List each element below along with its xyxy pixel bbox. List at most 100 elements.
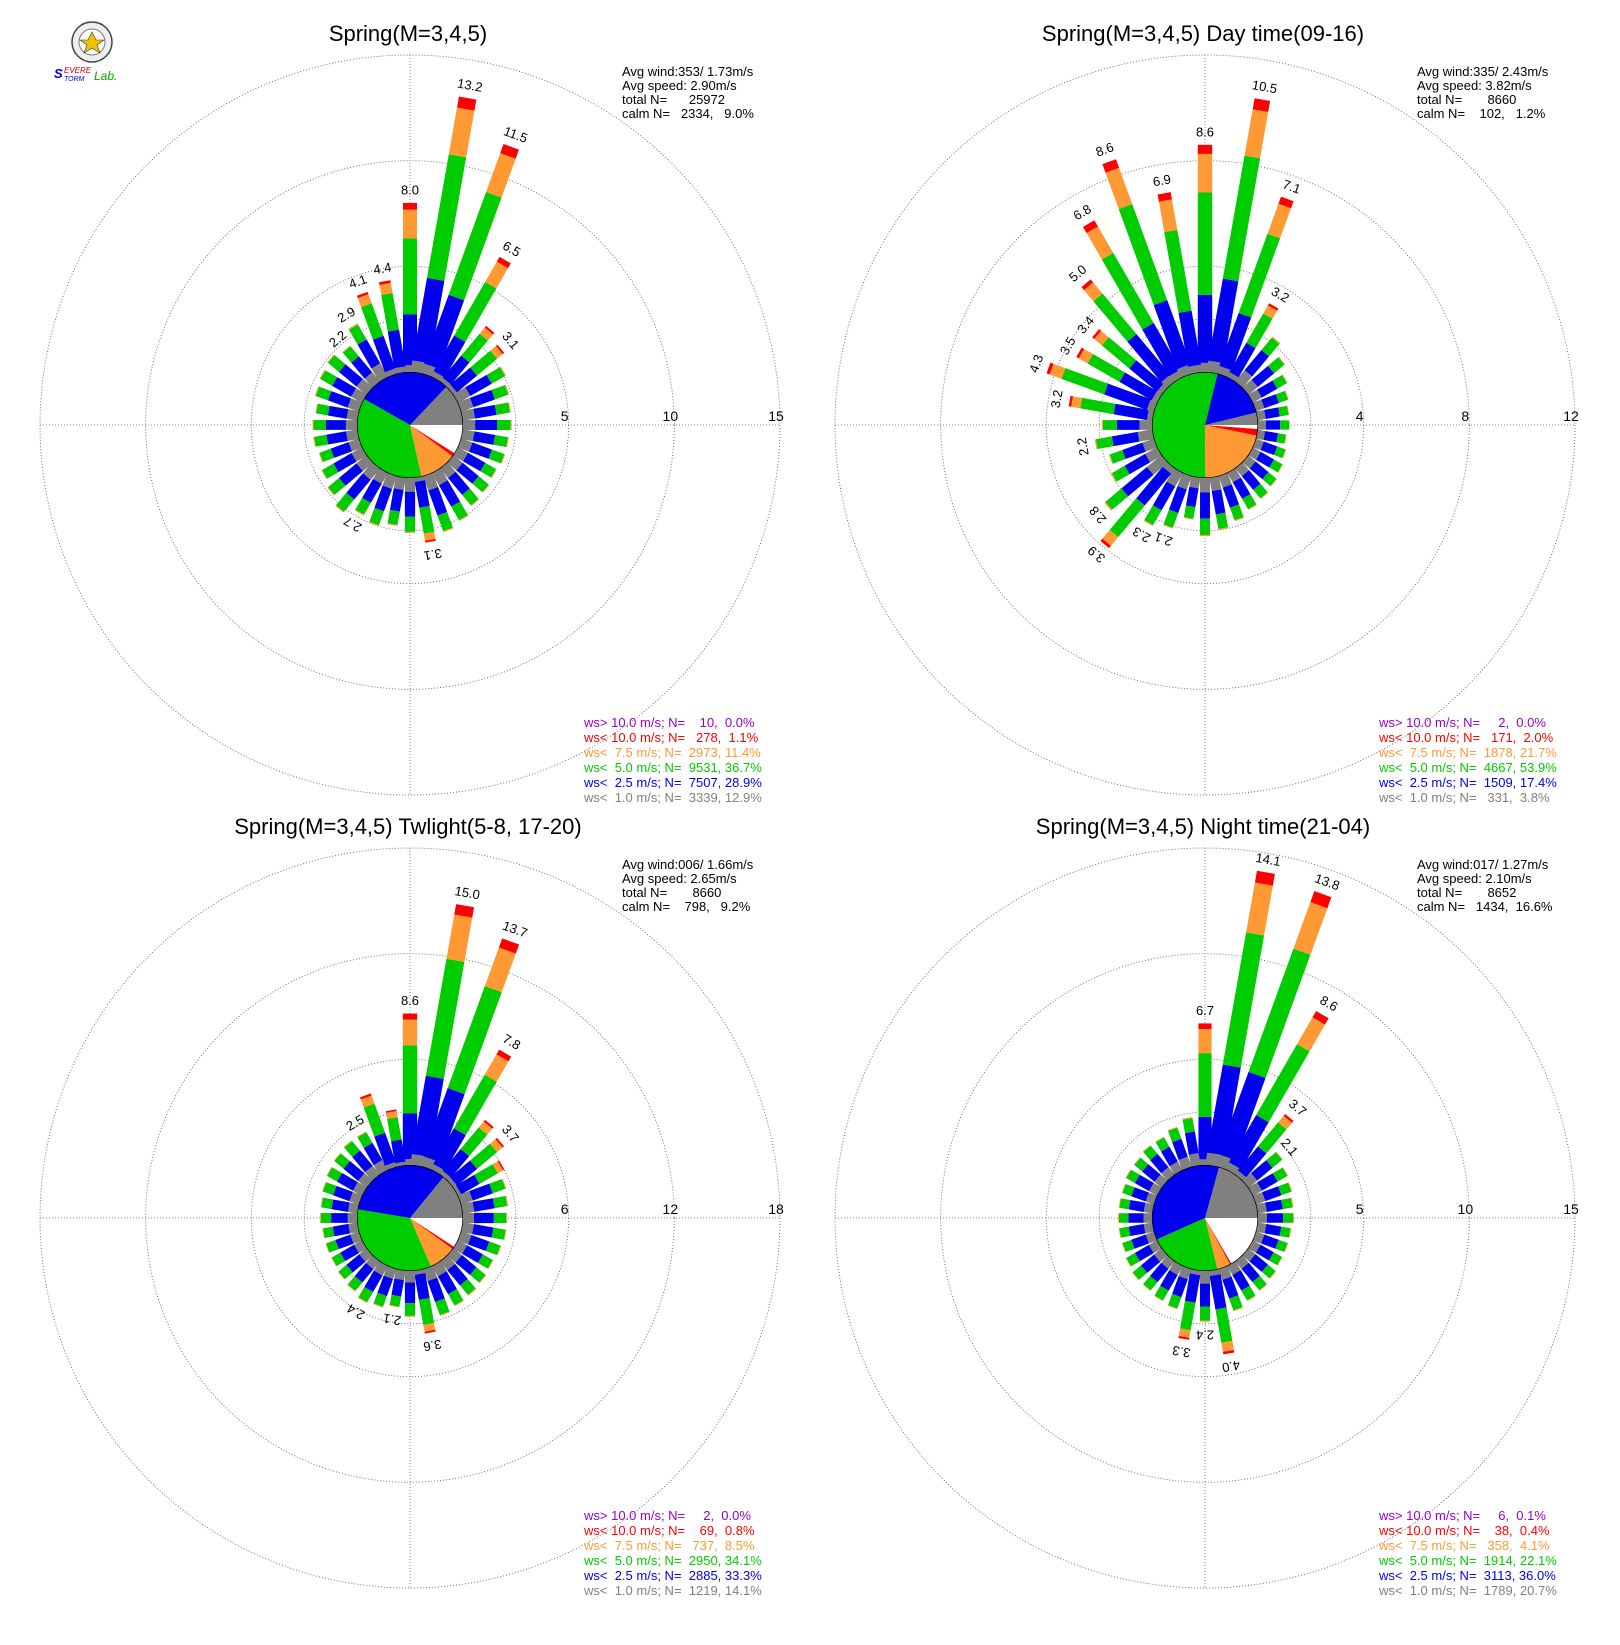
bar-segment-260-lt25 [326,431,348,445]
legend-lt50: ws< 5.0 m/s; N= 9531, 36.7% [583,760,762,775]
bar-segment-300-lt75 [1078,348,1093,364]
bar-segment-120-lt10ms [1248,447,1261,460]
bar-segment-0-lt25 [403,314,417,366]
bar-segment-130-lt50 [1261,1264,1276,1279]
bar-segment-200-lt75 [373,1303,383,1308]
bar-label-30: 7.8 [500,1031,523,1053]
bar-segment-300-lt25 [1119,372,1158,401]
svg-text:TORM: TORM [64,76,85,83]
bar-segment-80-lt50 [1281,1197,1293,1210]
bar-segment-10-lt25 [412,277,445,364]
calm-pie-lt1 [410,1176,463,1218]
bar-segment-290-lt75 [314,386,320,396]
bar-segment-0-lt50 [1197,192,1213,295]
bar-segment-80-lt75 [1291,1197,1294,1208]
bar-segment-200-lt10ms [1177,473,1192,490]
bar-label-10: 13.2 [456,76,484,95]
bar-segment-140-lt50 [462,488,479,506]
bar-segment-210-lt75 [1143,519,1154,527]
bar-segment-110-lt10ms [1253,438,1264,451]
calm-pie-calm [1205,425,1258,429]
bar-label-50: 3.1 [499,329,522,352]
ring-tick-label: 5 [561,408,569,424]
bar-segment-260-lt75 [1118,1228,1121,1238]
bar-segment-220-lt10ms [1162,462,1176,474]
bar-segment-30-lt25 [433,1128,466,1171]
bar-segment-170-lt75 [1221,1340,1234,1352]
stat-line: Avg wind:006/ 1.66m/s [622,857,754,872]
bar-segment-20-lt10 [498,938,520,954]
wind-rose-panel-1: Spring(M=3,4,5) 5 10 15 8.0 13.2 11.5 6.5 3.1 3.1… [39,21,784,805]
bar-segment-150-lt50 [448,1289,464,1306]
bar-segment-100-lt50 [493,434,508,448]
bar-segment-90-lt25 [1265,420,1281,430]
bar-segment-240-lt10ms [1148,1240,1162,1254]
bar-segment-20-lt50 [1238,233,1281,318]
bar-segment-70-lt75 [1284,390,1289,400]
bar-segment-140-lt50 [1252,1275,1267,1291]
legend-lt75: ws< 7.5 m/s; N= 2973, 11.4% [583,745,761,760]
bar-segment-130-lt75 [482,484,490,493]
bar-segment-150-lt10ms [432,1261,447,1277]
bar-segment-160-lt75 [1234,516,1244,522]
bar-segment-260-lt10ms [346,429,359,441]
bar-segment-310-lt75 [327,354,335,363]
bar-segment-70-lt10ms [1253,399,1265,412]
bar-segment-220-lt25 [1150,1262,1169,1283]
bar-label-10: 10.5 [1251,77,1279,96]
bar-segment-190-lt50 [1183,505,1196,519]
bar-segment-170-lt25 [414,1272,430,1300]
grid-ring [834,847,1576,1589]
bar-segment-50-lt25 [450,1160,478,1186]
bar-label-320: 2.2 [326,327,349,350]
bar-segment-140-lt75 [1259,1284,1268,1291]
bar-segment-270-lt75 [320,1213,321,1223]
bar-segment-280-lt75 [1071,396,1083,409]
bar-segment-250-lt75 [1121,1242,1126,1253]
bar-segment-110-lt50 [1274,446,1286,459]
bar-segment-140-lt75 [470,498,480,507]
bar-segment-160-lt10ms [423,473,439,491]
ring-tick-label: 12 [663,1201,679,1217]
panel-title: Spring(M=3,4,5) Twlight(5-8, 17-20) [234,814,581,839]
bar-segment-140-lt25 [1241,470,1261,490]
bar-segment-40-lt10ms [439,377,451,388]
bar-segment-60-lt10ms [1248,389,1262,403]
ring-tick-label: 5 [1356,1201,1364,1217]
bar-segment-210-lt75 [1154,1295,1164,1302]
bar-segment-20-lt10 [1310,891,1332,909]
bar-label-20: 11.5 [502,123,530,145]
bar-segment-100-lt25 [472,1224,494,1238]
bar-segment-50-lt25 [1251,365,1275,387]
bar-segment-40-lt25 [1237,1146,1267,1178]
bar-segment-100-lt50 [491,1227,506,1240]
bar-segment-80-lt10ms [461,408,476,421]
bar-segment-310-lt75 [1133,1157,1141,1165]
bar-segment-100-lt10ms [461,429,475,442]
bar-segment-340-lt10ms [384,1161,398,1171]
bar-segment-280-lt10ms [347,1202,359,1214]
bar-segment-90-lt10ms [1258,420,1266,430]
bar-segment-40-lt10 [483,1119,494,1129]
stat-line: Avg speed: 2.10m/s [1417,871,1532,886]
bar-segment-80-lt25 [472,1198,495,1212]
bar-segment-340-lt10 [1102,159,1120,173]
bar-segment-30-lt10ms [1226,372,1239,382]
stat-line: calm N= 2334, 9.0% [622,106,754,121]
bar-segment-70-lt50 [1275,390,1289,404]
bar-segment-130-lt25 [1249,461,1269,480]
bar-segment-110-lt50 [1275,1239,1288,1252]
bar-segment-20-lt50 [448,191,502,301]
bar-segment-200-lt25 [1168,486,1187,513]
bar-segment-30-lt10 [496,256,511,269]
bar-segment-240-lt50 [1126,1252,1140,1267]
bar-segment-80-lt50 [492,1195,508,1209]
bar-segment-170-lt10 [425,538,436,543]
bar-segment-110-lt10ms [458,438,473,452]
calm-pie-lt5 [1156,1218,1218,1271]
bar-segment-250-lt10ms [1142,438,1157,452]
bar-segment-50-lt10 [495,1137,505,1148]
grid-ring [834,54,1576,796]
bar-label-20: 13.7 [501,918,530,941]
